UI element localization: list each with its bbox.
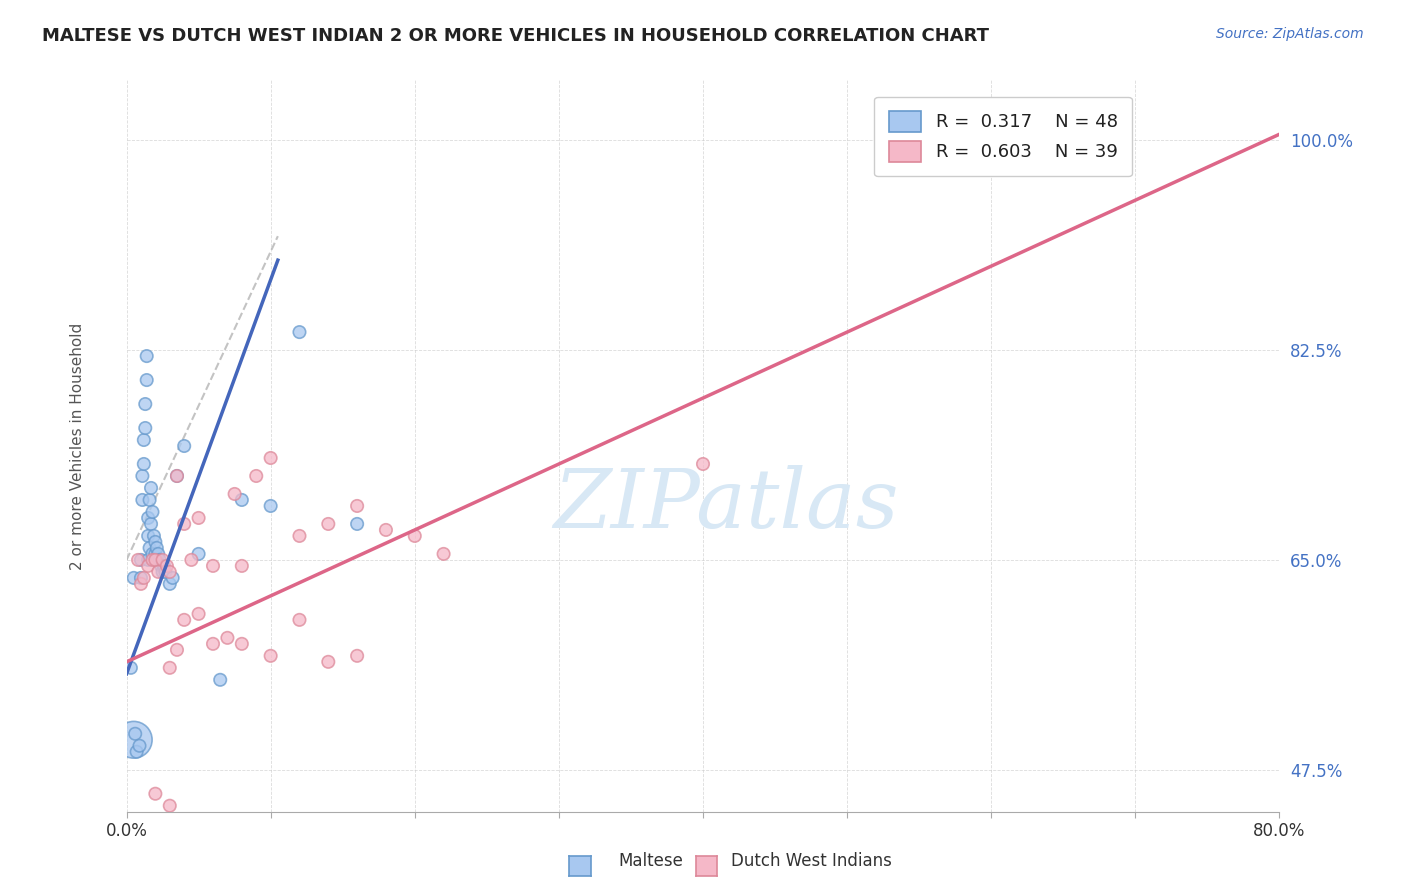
Point [146, 553, 169, 567]
Point [187, 547, 209, 561]
Point [136, 511, 159, 525]
Point [136, 529, 159, 543]
Point [433, 547, 456, 561]
Point [138, 492, 160, 507]
Point [159, 798, 181, 813]
Point [259, 648, 281, 663]
Point [346, 516, 368, 531]
Point [145, 547, 166, 561]
Point [132, 433, 155, 447]
Point [145, 787, 166, 801]
Point [318, 655, 340, 669]
Text: 2 or more Vehicles in Household: 2 or more Vehicles in Household [70, 322, 84, 570]
Point [127, 553, 149, 567]
Point [139, 481, 162, 495]
Point [150, 558, 173, 573]
Point [124, 727, 146, 741]
Point [122, 571, 145, 585]
Point [173, 613, 195, 627]
Point [131, 469, 153, 483]
Point [159, 577, 181, 591]
Point [152, 565, 174, 579]
Point [125, 745, 148, 759]
Point [346, 648, 368, 663]
Text: Dutch West Indians: Dutch West Indians [731, 852, 891, 870]
Point [134, 421, 156, 435]
Point [122, 732, 145, 747]
Point [202, 558, 225, 573]
Point [162, 571, 184, 585]
Text: Source: ZipAtlas.com: Source: ZipAtlas.com [1216, 27, 1364, 41]
Point [166, 643, 188, 657]
Point [134, 397, 156, 411]
Point [145, 535, 166, 549]
Point [141, 547, 163, 561]
Point [209, 673, 232, 687]
Text: MALTESE VS DUTCH WEST INDIAN 2 OR MORE VEHICLES IN HOUSEHOLD CORRELATION CHART: MALTESE VS DUTCH WEST INDIAN 2 OR MORE V… [42, 27, 990, 45]
Text: Maltese: Maltese [619, 852, 683, 870]
Point [173, 516, 195, 531]
Point [173, 439, 195, 453]
Point [135, 349, 157, 363]
Point [245, 469, 267, 483]
Point [288, 325, 311, 339]
Point [129, 571, 152, 585]
Point [145, 553, 166, 567]
Point [180, 553, 202, 567]
Point [129, 577, 152, 591]
Point [166, 469, 188, 483]
Point [318, 516, 340, 531]
Point [132, 457, 155, 471]
Point [136, 553, 159, 567]
Point [288, 613, 311, 627]
Point [138, 541, 160, 555]
Point [259, 450, 281, 465]
Point [132, 571, 155, 585]
Point [153, 558, 176, 573]
Point [146, 541, 169, 555]
Point [155, 565, 177, 579]
Point [217, 631, 239, 645]
Point [404, 529, 426, 543]
Point [142, 529, 165, 543]
Point [149, 553, 172, 567]
Point [166, 469, 188, 483]
Point [288, 529, 311, 543]
Point [136, 558, 159, 573]
Point [202, 637, 225, 651]
Point [139, 516, 162, 531]
Point [259, 499, 281, 513]
Point [148, 547, 170, 561]
Point [159, 661, 181, 675]
Point [159, 565, 181, 579]
Point [141, 553, 163, 567]
Point [129, 553, 152, 567]
Point [231, 558, 253, 573]
Point [128, 739, 150, 753]
Point [231, 637, 253, 651]
Point [135, 373, 157, 387]
Point [374, 523, 398, 537]
Point [152, 553, 174, 567]
Point [156, 558, 179, 573]
Point [148, 565, 170, 579]
Point [224, 487, 246, 501]
Point [141, 505, 163, 519]
Legend: R =  0.317    N = 48, R =  0.603    N = 39: R = 0.317 N = 48, R = 0.603 N = 39 [875, 96, 1132, 177]
Point [187, 511, 209, 525]
Point [187, 607, 209, 621]
Point [131, 492, 153, 507]
Point [120, 661, 142, 675]
Point [231, 492, 253, 507]
Point [692, 457, 714, 471]
Point [346, 499, 368, 513]
Text: ZIPatlas: ZIPatlas [554, 465, 898, 544]
